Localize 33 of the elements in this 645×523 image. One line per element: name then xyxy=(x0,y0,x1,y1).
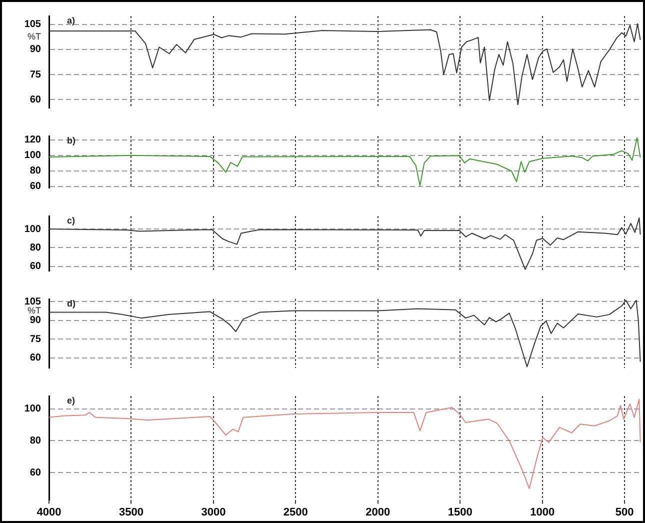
y-tick-label: 75 xyxy=(30,334,42,345)
y-tick-label: 90 xyxy=(30,315,42,326)
annotation: c) xyxy=(67,215,76,226)
x-tick-label: 2000 xyxy=(366,506,390,518)
y-tick-label: 100 xyxy=(24,224,42,235)
y-tick-label: 60 xyxy=(30,352,42,364)
annotation: e) xyxy=(67,395,76,406)
y-axis-title: %T xyxy=(28,305,42,316)
y-tick-label: 90 xyxy=(30,44,42,56)
y-tick-label: 80 xyxy=(30,435,42,446)
x-tick-label: 3000 xyxy=(201,506,226,518)
y-tick-label: 60 xyxy=(30,181,42,192)
y-tick-label: 105 xyxy=(24,296,42,308)
y-tick-label: 100 xyxy=(24,150,42,162)
annotation: d) xyxy=(67,298,76,308)
y-tick-label: 60 xyxy=(30,94,42,106)
y-tick-label: 105 xyxy=(24,19,42,30)
x-tick-label: 3500 xyxy=(118,506,144,518)
x-tick-label: 1500 xyxy=(448,506,472,518)
y-tick-label: 100 xyxy=(24,404,42,415)
y-tick-label: 120 xyxy=(24,134,42,146)
y-tick-label: 60 xyxy=(30,261,42,272)
x-tick-label: 1000 xyxy=(530,506,555,518)
y-tick-label: 80 xyxy=(30,166,42,177)
y-tick-label: 75 xyxy=(30,69,42,80)
x-tick-label: 500 xyxy=(615,506,634,518)
annotation: b) xyxy=(67,135,76,146)
y-tick-label: 60 xyxy=(30,467,42,478)
x-tick-label: 4000 xyxy=(36,506,62,518)
y-axis-title: %T xyxy=(28,31,42,42)
x-tick-label: 2500 xyxy=(283,506,308,518)
y-tick-label: 80 xyxy=(30,242,42,254)
annotation: a) xyxy=(67,15,76,26)
